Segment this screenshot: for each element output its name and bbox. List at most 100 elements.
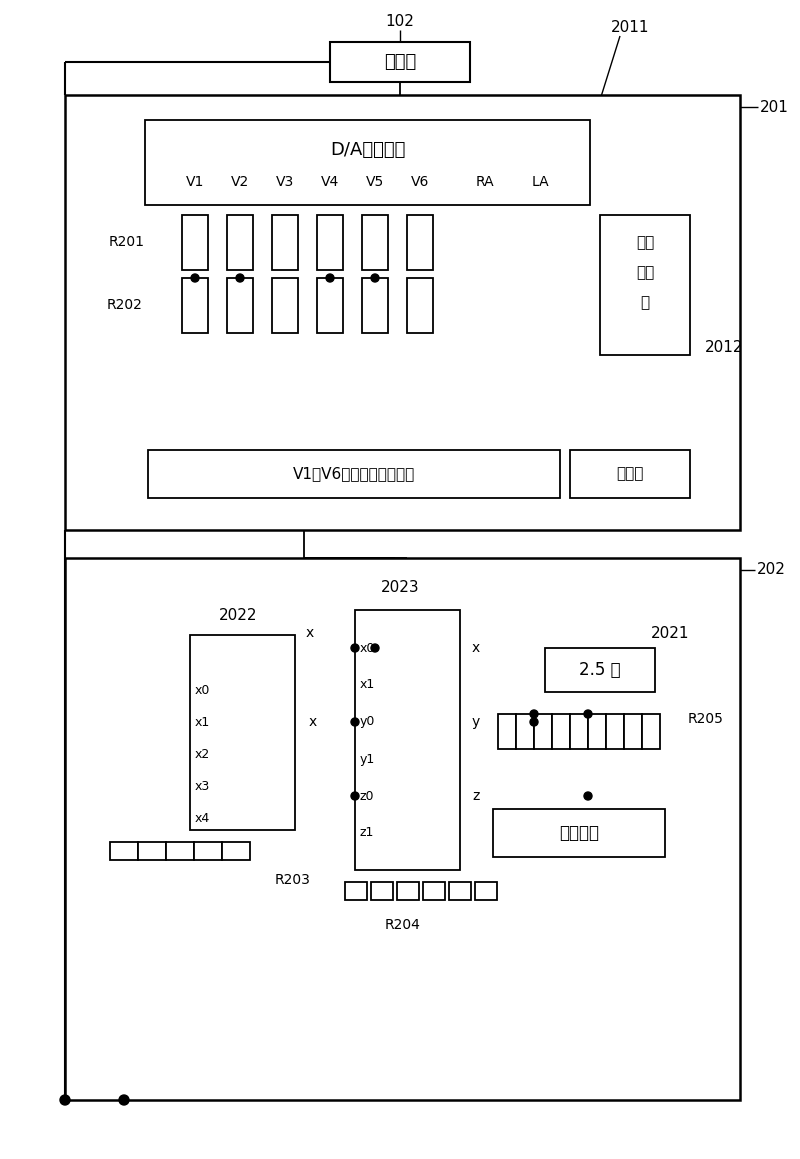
Bar <box>498 714 516 749</box>
Text: 接线柱: 接线柱 <box>616 467 644 481</box>
Text: LA: LA <box>531 175 549 189</box>
Text: y0: y0 <box>360 715 375 729</box>
Bar <box>588 714 606 749</box>
Text: 运算: 运算 <box>636 235 654 250</box>
Text: y: y <box>472 715 480 729</box>
Bar <box>194 841 222 860</box>
Bar <box>272 216 298 270</box>
Circle shape <box>236 274 244 282</box>
Text: V3: V3 <box>276 175 294 189</box>
Bar <box>362 216 388 270</box>
Bar <box>407 278 433 333</box>
Text: x: x <box>309 715 317 729</box>
Text: 2012: 2012 <box>705 340 743 355</box>
Bar <box>330 42 470 82</box>
Text: R204: R204 <box>385 918 421 932</box>
Bar <box>227 278 253 333</box>
Bar <box>148 450 560 498</box>
Text: 201: 201 <box>760 100 789 115</box>
Text: V5: V5 <box>366 175 384 189</box>
Text: V1: V1 <box>186 175 204 189</box>
Circle shape <box>584 710 592 717</box>
Bar <box>397 882 419 901</box>
Bar <box>493 809 665 857</box>
Bar <box>600 216 690 355</box>
Bar <box>317 278 343 333</box>
Bar <box>534 714 552 749</box>
Text: z1: z1 <box>360 826 374 839</box>
Bar <box>190 635 295 830</box>
Bar <box>606 714 624 749</box>
Bar <box>570 714 588 749</box>
Text: R201: R201 <box>109 235 145 249</box>
Text: 2022: 2022 <box>218 607 258 622</box>
Circle shape <box>119 1095 129 1105</box>
Bar <box>65 557 740 1100</box>
Text: 单片机: 单片机 <box>384 53 416 71</box>
Bar <box>516 714 534 749</box>
Bar <box>222 841 250 860</box>
Bar <box>166 841 194 860</box>
Text: RA: RA <box>476 175 494 189</box>
Circle shape <box>371 644 379 653</box>
Bar <box>110 841 138 860</box>
Circle shape <box>191 274 199 282</box>
Circle shape <box>371 274 379 282</box>
Bar <box>449 882 471 901</box>
Text: 2011: 2011 <box>610 21 650 36</box>
Bar <box>345 882 367 901</box>
Circle shape <box>351 644 359 653</box>
Bar <box>545 648 655 692</box>
Text: R202: R202 <box>107 298 143 312</box>
Text: z0: z0 <box>360 789 374 802</box>
Text: R203: R203 <box>275 873 311 887</box>
Circle shape <box>351 717 359 726</box>
Text: x0: x0 <box>360 641 375 655</box>
Text: 输出端子: 输出端子 <box>559 824 599 841</box>
Circle shape <box>584 792 592 800</box>
Text: x: x <box>306 626 314 640</box>
Bar <box>272 278 298 333</box>
Text: 202: 202 <box>757 562 786 577</box>
Text: 2023: 2023 <box>381 581 419 596</box>
Bar <box>65 95 740 530</box>
Bar <box>423 882 445 901</box>
Circle shape <box>60 1095 70 1105</box>
Bar <box>138 841 166 860</box>
Bar <box>552 714 570 749</box>
Bar <box>355 610 460 870</box>
Text: y1: y1 <box>360 752 375 765</box>
Bar <box>182 216 208 270</box>
Bar <box>182 278 208 333</box>
Bar <box>570 450 690 498</box>
Text: V2: V2 <box>231 175 249 189</box>
Bar <box>407 216 433 270</box>
Text: R205: R205 <box>688 712 724 726</box>
Text: x0: x0 <box>195 684 210 697</box>
Circle shape <box>530 717 538 726</box>
Bar <box>317 216 343 270</box>
Circle shape <box>530 710 538 717</box>
Text: x2: x2 <box>195 748 210 760</box>
Text: 2.5 伏: 2.5 伏 <box>579 661 621 679</box>
Text: V4: V4 <box>321 175 339 189</box>
Bar <box>371 882 393 901</box>
Text: 器: 器 <box>641 296 650 311</box>
Bar <box>227 216 253 270</box>
Text: x4: x4 <box>195 811 210 824</box>
Bar <box>362 278 388 333</box>
Circle shape <box>326 274 334 282</box>
Text: x: x <box>472 641 480 655</box>
Text: x1: x1 <box>360 678 375 692</box>
Circle shape <box>351 792 359 800</box>
Text: x1: x1 <box>195 715 210 729</box>
Bar <box>642 714 660 749</box>
Text: 放大: 放大 <box>636 265 654 280</box>
Text: 102: 102 <box>386 15 414 29</box>
Text: V1至V6模拟电压输出端子: V1至V6模拟电压输出端子 <box>293 467 415 481</box>
Bar <box>475 882 497 901</box>
Text: z: z <box>472 789 479 803</box>
Text: x3: x3 <box>195 780 210 793</box>
Bar <box>624 714 642 749</box>
Text: V6: V6 <box>411 175 429 189</box>
